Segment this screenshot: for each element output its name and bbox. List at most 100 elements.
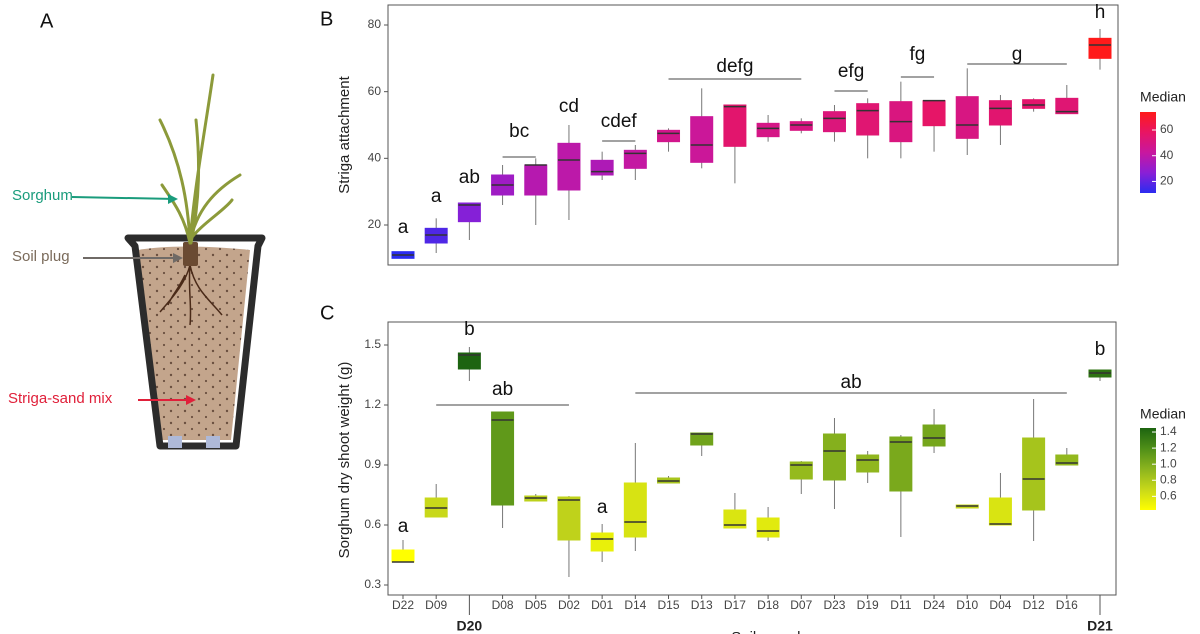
group-letter: a	[398, 516, 409, 537]
arrowhead	[168, 194, 178, 204]
label: Soil plug	[12, 248, 70, 265]
box	[988, 497, 1012, 526]
x-tick-label: D02	[558, 598, 580, 612]
box	[1022, 437, 1046, 511]
box	[590, 159, 614, 176]
x-tick-label: D14	[624, 598, 646, 612]
colorbar-tick-label: 20	[1160, 174, 1174, 188]
pot-illustration: A Sorghum Soil plug Striga-sand mix	[8, 10, 266, 450]
plot-frame	[387, 4, 1119, 266]
box	[756, 122, 780, 138]
group-letter: a	[398, 217, 409, 238]
box	[623, 149, 647, 169]
x-tick-label: D08	[492, 598, 514, 612]
colorbar-tick-label: 0.8	[1160, 472, 1177, 486]
pot	[124, 234, 266, 450]
y-axis-title: Striga attachment	[336, 75, 353, 193]
y-tick-label: 0.6	[364, 517, 381, 531]
soil-plug	[183, 242, 198, 266]
colorbar-tick-label: 1.0	[1160, 456, 1177, 470]
group-letter: g	[1012, 44, 1023, 65]
x-tick-label: D16	[1056, 598, 1078, 612]
box	[922, 100, 946, 127]
panel-letter: C	[320, 302, 334, 324]
box	[491, 411, 515, 506]
group-letter: ab	[841, 372, 862, 393]
x-tick-label: D05	[525, 598, 547, 612]
x-tick-label: D15	[658, 598, 680, 612]
legend-title: Median	[1140, 406, 1186, 422]
y-axis-title: Sorghum dry shoot weight (g)	[336, 362, 353, 559]
y-tick-label: 60	[368, 84, 382, 98]
box	[1055, 454, 1079, 466]
group-letter: ab	[459, 167, 480, 188]
panel-letter: B	[320, 8, 333, 30]
label: Sorghum	[12, 187, 73, 204]
x-tick-label: D10	[956, 598, 978, 612]
legend-title: Median	[1140, 89, 1186, 105]
box	[1055, 97, 1079, 115]
x-tick-label: D04	[989, 598, 1011, 612]
arrowhead	[173, 253, 183, 263]
box	[623, 482, 647, 538]
panel-letter: A	[40, 10, 54, 32]
x-tick-label: D19	[857, 598, 879, 612]
x-tick-label: D21	[1087, 618, 1113, 634]
box	[789, 121, 813, 131]
group-letter: cd	[559, 96, 579, 117]
x-tick-label: D20	[457, 618, 483, 634]
group-letter: b	[464, 319, 475, 340]
group-letter: a	[431, 186, 442, 207]
box	[822, 111, 846, 133]
group-letter: b	[1095, 339, 1106, 360]
box	[856, 454, 880, 473]
x-tick-label: D07	[790, 598, 812, 612]
box	[690, 432, 714, 446]
y-tick-label: 1.2	[364, 397, 381, 411]
x-tick-label: D17	[724, 598, 746, 612]
box	[789, 461, 813, 480]
colorbar-tick-label: 40	[1160, 148, 1174, 162]
x-tick-label: D09	[425, 598, 447, 612]
x-tick-label: D23	[823, 598, 845, 612]
x-axis-title: Soil sample	[731, 629, 809, 634]
box	[955, 96, 979, 139]
plot-frame	[387, 321, 1117, 596]
box	[756, 517, 780, 538]
group-letter: h	[1095, 2, 1106, 23]
colorbar	[1140, 112, 1156, 193]
box	[524, 164, 548, 196]
box	[723, 104, 747, 147]
arrowhead	[186, 395, 196, 405]
box	[690, 116, 714, 163]
group-letter: efg	[838, 61, 864, 82]
group-letter: ab	[492, 379, 513, 400]
box	[557, 496, 581, 541]
y-tick-label: 20	[368, 217, 382, 231]
box	[988, 100, 1012, 126]
x-tick-label: D22	[392, 598, 414, 612]
colorbar	[1140, 428, 1156, 510]
chart: C Sorghum dry shoot weight (g) 0.3 0.6 0.9 1.…	[320, 302, 1186, 634]
colorbar-tick-label: 1.2	[1160, 440, 1177, 454]
x-tick-label: D11	[890, 598, 911, 612]
group-letter: fg	[910, 44, 926, 65]
group-letter: bc	[509, 121, 529, 142]
sorghum-plant	[158, 73, 242, 245]
y-tick-label: 0.3	[364, 577, 381, 591]
x-tick-label: D13	[691, 598, 713, 612]
y-tick-label: 0.9	[364, 457, 381, 471]
group-letter: defg	[716, 56, 753, 77]
y-tick-label: 40	[368, 151, 382, 165]
x-tick-label: D24	[923, 598, 945, 612]
x-tick-label: D12	[1023, 598, 1045, 612]
soil	[138, 246, 250, 440]
box	[391, 549, 415, 563]
box	[590, 532, 614, 552]
box	[457, 202, 481, 223]
arrow	[71, 196, 177, 200]
y-tick-label: 80	[368, 17, 382, 31]
box	[856, 103, 880, 136]
